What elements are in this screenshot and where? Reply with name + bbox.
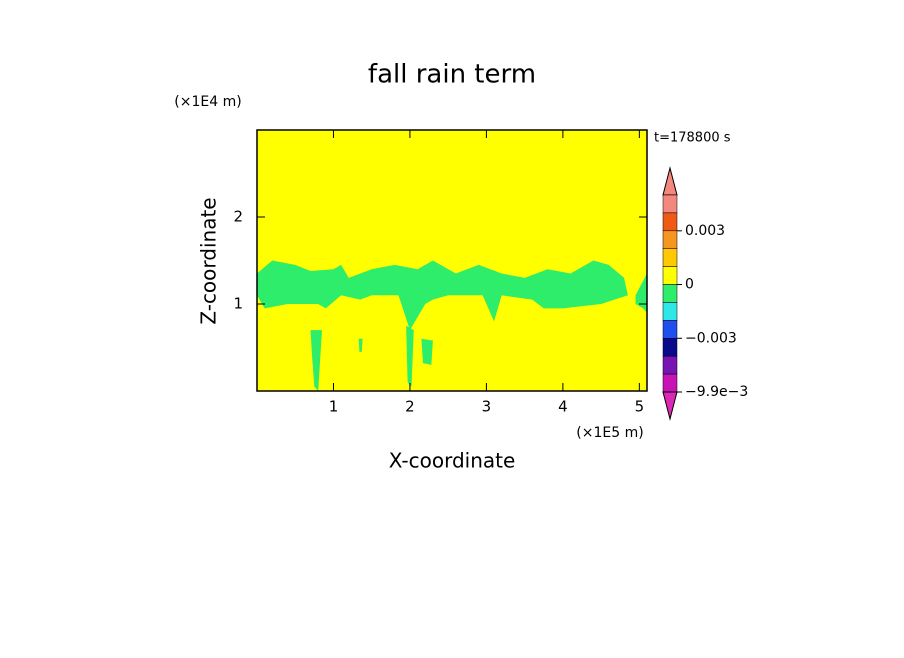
x-unit: (×1E5 m) bbox=[576, 425, 643, 441]
x-tick-label: 4 bbox=[558, 398, 568, 416]
colorbar-segment bbox=[662, 248, 678, 267]
y-label: Z-coordinate bbox=[197, 197, 221, 324]
contour-region bbox=[635, 273, 647, 313]
colorbar-triangle bbox=[662, 391, 678, 421]
colorbar-segment bbox=[662, 373, 678, 393]
y-tick-label: 2 bbox=[233, 208, 243, 226]
x-label: X-coordinate bbox=[389, 449, 516, 473]
contour-region bbox=[310, 330, 322, 391]
colorbar-triangle bbox=[662, 166, 678, 196]
x-tick-label: 1 bbox=[329, 398, 339, 416]
x-tick-label: 3 bbox=[482, 398, 492, 416]
colorbar-segment bbox=[662, 212, 678, 232]
colorbar-segment bbox=[662, 355, 678, 375]
colorbar-label: −0.003 bbox=[685, 330, 737, 346]
time-label: t=178800 s bbox=[654, 131, 731, 146]
colorbar-label: −9.9e−3 bbox=[685, 384, 748, 400]
plot-frame bbox=[256, 129, 648, 392]
colorbar-segment bbox=[662, 320, 678, 339]
colorbar-label: 0 bbox=[685, 277, 694, 293]
colorbar-segment bbox=[662, 284, 678, 303]
contour-region bbox=[406, 325, 414, 387]
x-tick-label: 2 bbox=[405, 398, 415, 416]
colorbar-segment bbox=[662, 266, 678, 285]
colorbar-segment bbox=[662, 338, 678, 357]
contour-region bbox=[358, 338, 363, 352]
colorbar-segment bbox=[662, 194, 678, 214]
colorbar-segment bbox=[662, 230, 678, 249]
y-tick-label: 1 bbox=[233, 295, 243, 313]
x-tick-label: 5 bbox=[635, 398, 645, 416]
contour-region bbox=[257, 260, 628, 331]
y-unit: (×1E4 m) bbox=[174, 94, 241, 110]
field-background bbox=[257, 130, 647, 391]
chart-title: fall rain term bbox=[368, 60, 536, 90]
colorbar-segment bbox=[662, 302, 678, 321]
colorbar-label: 0.003 bbox=[685, 223, 725, 239]
contour-region bbox=[421, 338, 433, 365]
